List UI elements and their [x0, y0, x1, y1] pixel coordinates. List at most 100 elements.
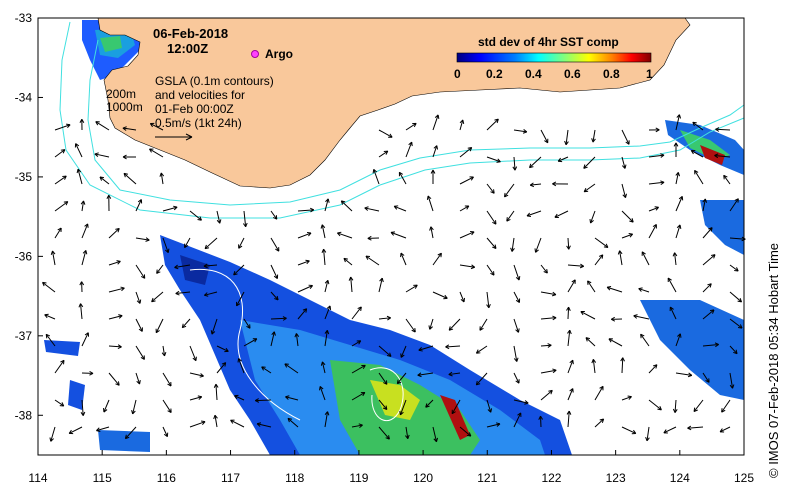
- velocity-arrow-head: [733, 351, 738, 355]
- velocity-arrow-head: [399, 410, 401, 415]
- velocity-arrow-head: [511, 248, 515, 252]
- velocity-arrow: [583, 183, 596, 193]
- velocity-arrow: [648, 154, 665, 158]
- velocity-arrow-head: [96, 430, 101, 432]
- velocity-arrow-head: [470, 176, 474, 181]
- velocity-arrow-head: [387, 317, 391, 321]
- velocity-arrow-head: [79, 119, 83, 124]
- velocity-arrow-head: [675, 142, 679, 147]
- velocity-arrow: [270, 317, 287, 320]
- velocity-arrow-head: [580, 263, 585, 267]
- x-tick-label: 117: [221, 471, 240, 485]
- velocity-arrow: [400, 345, 407, 358]
- velocity-arrow: [702, 227, 713, 239]
- velocity-arrow: [567, 411, 570, 428]
- velocity-arrow-head: [678, 114, 682, 119]
- gsla-line: 0.5m/s (1kt 24h): [155, 116, 242, 130]
- velocity-arrow-head: [94, 153, 99, 157]
- velocity-arrow: [123, 173, 137, 185]
- velocity-arrow-head: [65, 201, 69, 206]
- velocity-arrow-head: [679, 224, 682, 229]
- velocity-arrow-head: [513, 358, 518, 362]
- velocity-arrow: [648, 181, 665, 185]
- velocity-arrow-head: [645, 436, 648, 442]
- velocity-arrow-head: [199, 216, 202, 221]
- velocity-arrow: [81, 332, 89, 347]
- velocity-arrow-head: [103, 409, 108, 413]
- velocity-arrow: [122, 127, 137, 131]
- velocity-arrow: [459, 147, 473, 158]
- velocity-arrow-head: [80, 303, 84, 308]
- velocity-arrow-head: [204, 244, 207, 249]
- velocity-arrow-head: [340, 200, 344, 205]
- velocity-arrow-head: [715, 127, 720, 130]
- velocity-arrow: [77, 169, 83, 185]
- velocity-arrow: [337, 232, 353, 239]
- velocity-arrow: [108, 228, 120, 239]
- velocity-arrow: [594, 418, 604, 428]
- velocity-arrow-head: [282, 317, 287, 321]
- velocity-arrow-head: [408, 141, 413, 146]
- velocity-arrow-head: [204, 294, 209, 297]
- velocity-arrow-head: [78, 303, 81, 308]
- velocity-arrow: [729, 345, 738, 355]
- scale-arrow: [155, 133, 193, 141]
- velocity-arrow: [417, 372, 434, 376]
- velocity-arrow: [641, 251, 650, 266]
- velocity-arrow: [405, 122, 417, 131]
- velocity-arrow: [621, 210, 634, 223]
- velocity-arrow-head: [379, 277, 383, 282]
- velocity-arrow-head: [96, 427, 100, 431]
- velocity-arrow-head: [358, 423, 363, 426]
- velocity-arrow-head: [715, 344, 719, 348]
- velocity-arrow-head: [628, 233, 633, 235]
- velocity-arrow-head: [660, 180, 665, 183]
- x-tick-label: 120: [413, 471, 433, 485]
- velocity-arrow-head: [163, 433, 168, 438]
- colorbar-tick: 0.2: [486, 67, 503, 81]
- velocity-arrow: [373, 169, 380, 185]
- velocity-arrow: [132, 399, 137, 415]
- velocity-arrow-head: [492, 246, 497, 249]
- velocity-arrow-head: [214, 414, 218, 419]
- velocity-arrow-head: [284, 363, 288, 368]
- velocity-arrow-head: [471, 231, 475, 236]
- velocity-arrow-head: [82, 250, 87, 254]
- velocity-arrow-head: [677, 333, 681, 337]
- velocity-arrow-head: [571, 279, 576, 283]
- velocity-arrow: [459, 119, 464, 131]
- velocity-arrow-head: [64, 175, 67, 180]
- velocity-arrow-head: [245, 222, 248, 227]
- velocity-arrow: [184, 237, 191, 248]
- velocity-arrow-head: [425, 405, 430, 408]
- velocity-arrow-head: [123, 172, 129, 175]
- velocity-arrow-head: [385, 405, 388, 410]
- velocity-arrow-head: [709, 283, 712, 288]
- velocity-arrow-head: [515, 276, 520, 281]
- plot-frame: [37, 17, 745, 456]
- velocity-arrow-head: [526, 212, 531, 217]
- depth-label-1000m: 1000m: [106, 100, 143, 114]
- velocity-arrow: [394, 205, 407, 212]
- velocity-arrow: [633, 315, 650, 320]
- velocity-arrow-head: [161, 352, 165, 357]
- velocity-arrow-head: [676, 224, 681, 229]
- velocity-arrow-head: [670, 306, 674, 310]
- velocity-arrow: [729, 264, 739, 272]
- velocity-arrow-head: [362, 365, 366, 370]
- velocity-arrow-head: [320, 224, 323, 229]
- velocity-arrow: [702, 372, 710, 383]
- velocity-arrow: [557, 156, 569, 162]
- velocity-arrow-head: [400, 411, 404, 416]
- velocity-arrow-head: [470, 266, 475, 270]
- isobath-200m: [87, 39, 745, 206]
- velocity-arrow-head: [122, 156, 127, 160]
- velocity-arrow-head: [487, 409, 492, 413]
- velocity-arrow: [427, 195, 434, 212]
- velocity-arrow-head: [151, 300, 156, 303]
- velocity-arrow-head: [156, 271, 161, 274]
- velocity-arrow-head: [543, 271, 548, 274]
- velocity-arrow: [459, 291, 465, 303]
- velocity-arrow: [445, 345, 461, 348]
- velocity-arrow: [270, 291, 279, 301]
